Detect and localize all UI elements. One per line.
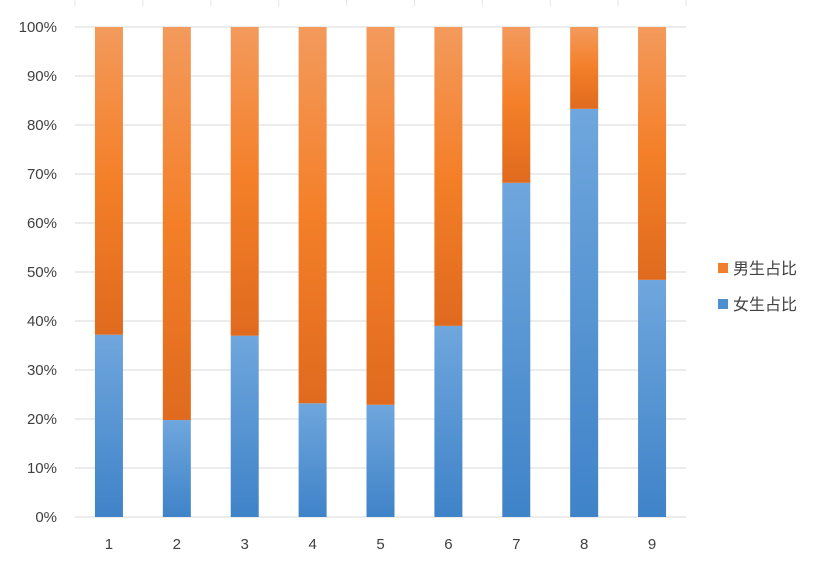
y-tick-label: 50% — [27, 264, 57, 281]
bar-segment-female — [162, 419, 191, 517]
x-axis-tick-labels: 1 2 3 4 5 6 7 8 9 — [105, 536, 656, 553]
legend-label: 男生占比 — [733, 259, 797, 278]
x-tick-label: 4 — [308, 536, 316, 553]
bar-segment-male — [162, 27, 191, 420]
legend-label: 女生占比 — [733, 295, 797, 314]
bar-segment-female — [570, 108, 599, 517]
x-tick-label: 3 — [241, 536, 249, 553]
legend-swatch — [718, 263, 728, 273]
x-tick-label: 2 — [173, 536, 181, 553]
x-tick-label: 9 — [648, 536, 656, 553]
bar-segment-male — [434, 27, 463, 326]
bar-segment-male — [366, 27, 395, 405]
top-grid-strip — [74, 0, 687, 6]
bar-segment-male — [298, 27, 327, 404]
y-tick-label: 70% — [27, 166, 57, 183]
y-tick-label: 10% — [27, 460, 57, 477]
bar-segment-female — [94, 334, 123, 517]
bars — [94, 27, 667, 517]
bar-segment-female — [230, 335, 259, 517]
x-tick-label: 1 — [105, 536, 113, 553]
bar-segment-male — [94, 27, 123, 335]
y-tick-label: 90% — [27, 68, 57, 85]
y-tick-label: 30% — [27, 362, 57, 379]
x-tick-label: 6 — [444, 536, 452, 553]
x-tick-label: 7 — [512, 536, 520, 553]
y-tick-label: 0% — [35, 509, 57, 526]
x-tick-label: 5 — [376, 536, 384, 553]
y-axis-tick-labels: 0% 10% 20% 30% 40% 50% 60% 70% 80% 90% 100% — [19, 19, 57, 526]
legend-swatch — [718, 299, 728, 309]
y-tick-label: 20% — [27, 411, 57, 428]
bar-segment-male — [502, 27, 531, 183]
bar-segment-male — [570, 27, 599, 109]
bar-segment-male — [638, 27, 667, 280]
y-tick-label: 60% — [27, 215, 57, 232]
bar-segment-female — [298, 403, 327, 517]
bar-segment-female — [638, 279, 667, 517]
bar-segment-female — [366, 404, 395, 517]
bar-segment-female — [434, 325, 463, 517]
y-tick-label: 40% — [27, 313, 57, 330]
x-tick-label: 8 — [580, 536, 588, 553]
y-tick-label: 80% — [27, 117, 57, 134]
y-tick-label: 100% — [19, 19, 57, 36]
bar-segment-male — [230, 27, 259, 336]
bar-segment-female — [502, 182, 531, 517]
